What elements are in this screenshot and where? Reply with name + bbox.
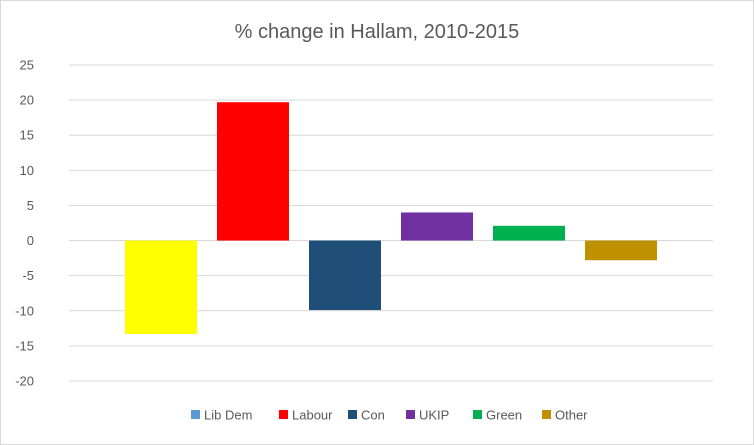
- legend: Lib Dem Labour Con UKIP Green Other: [191, 408, 588, 423]
- bar-lib-dem: [125, 240, 197, 334]
- legend-item-lib-dem: Lib Dem: [191, 408, 252, 423]
- legend-swatch: [542, 410, 551, 419]
- y-tick-label: 20: [20, 93, 34, 108]
- chart-title: % change in Hallam, 2010-2015: [235, 21, 520, 43]
- y-tick-label: -5: [22, 268, 34, 283]
- legend-label: Other: [555, 408, 588, 423]
- legend-item-ukip: UKIP: [406, 408, 449, 423]
- legend-item-labour: Labour: [279, 408, 333, 423]
- y-tick-label: -15: [15, 338, 34, 353]
- y-axis-ticks: 25 20 15 10 5 0 -5 -10 -15 -20: [15, 58, 34, 389]
- legend-label: Lib Dem: [204, 408, 252, 423]
- y-tick-label: 0: [27, 233, 34, 248]
- legend-item-other: Other: [542, 408, 588, 423]
- y-tick-label: -20: [15, 374, 34, 389]
- legend-label: Green: [486, 408, 522, 423]
- y-tick-label: 10: [20, 163, 34, 178]
- y-tick-label: 5: [27, 198, 34, 213]
- y-tick-label: 15: [20, 128, 34, 143]
- y-tick-label: -10: [15, 303, 34, 318]
- bar-green: [493, 225, 565, 241]
- legend-item-con: Con: [348, 408, 385, 423]
- bar-ukip: [401, 212, 473, 241]
- legend-item-green: Green: [473, 408, 522, 423]
- legend-swatch: [279, 410, 288, 419]
- bar-labour: [217, 102, 289, 241]
- legend-label: Con: [361, 408, 385, 423]
- bars: [125, 102, 657, 334]
- y-tick-label: 25: [20, 58, 34, 73]
- legend-label: Labour: [292, 408, 333, 423]
- bar-other: [585, 240, 657, 261]
- bar-con: [309, 240, 381, 311]
- legend-swatch: [191, 410, 200, 419]
- legend-label: UKIP: [419, 408, 449, 423]
- legend-swatch: [406, 410, 415, 419]
- legend-swatch: [348, 410, 357, 419]
- legend-swatch: [473, 410, 482, 419]
